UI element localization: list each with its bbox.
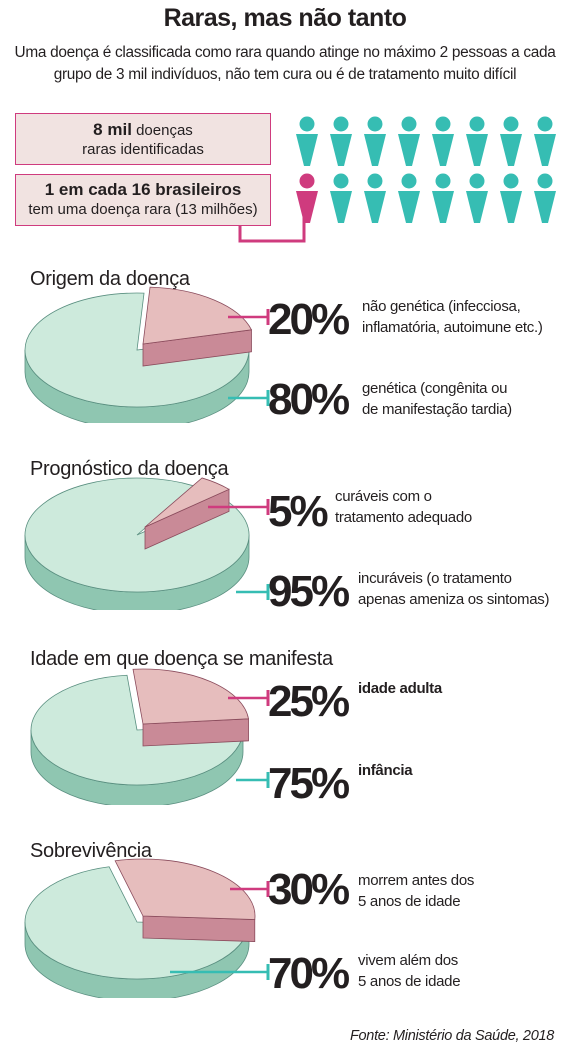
stat-box-diseases-text2: raras identificadas (82, 141, 204, 158)
people-pictogram (296, 116, 556, 223)
pie-chart-origem (24, 286, 270, 423)
percent-value-origem-minor: 20% (268, 295, 350, 344)
slice-label-origem-minor: não genética (infecciosa, inflamatória, a… (362, 296, 543, 338)
percent-value-idade-minor: 25% (268, 677, 350, 726)
slice-label-sobrevivencia-minor: morrem antes dos 5 anos de idade (358, 870, 474, 912)
percent-value-origem-major: 80% (268, 375, 350, 424)
leader-line-minor (208, 499, 270, 515)
person-icon (534, 116, 556, 166)
slice-label-line: genética (congênita ou (362, 380, 508, 397)
leader-line-major (236, 584, 270, 600)
person-icon (466, 116, 488, 166)
slice-label-sobrevivencia-major: vivem além dos 5 anos de idade (358, 950, 461, 992)
slice-label-line: 5 anos de idade (358, 973, 461, 990)
stat-box-brazilians-text2: tem uma doença rara (13 milhões) (28, 201, 258, 218)
pie-slice-idade-minor (132, 668, 250, 725)
slice-label-prognostico-minor: curáveis com o tratamento adequado (335, 486, 472, 528)
pie-slice-sobrevivencia-major (24, 866, 250, 980)
slice-label-line: vivem além dos (358, 952, 459, 969)
slice-label-line: apenas ameniza os sintomas) (358, 591, 550, 608)
slice-label-line: inflamatória, autoimune etc.) (362, 319, 543, 336)
person-icon (500, 173, 522, 223)
pie-slice-idade-major (30, 674, 244, 786)
slice-label-line: 5 anos de idade (358, 893, 461, 910)
slice-label-line: de manifestação tardia) (362, 401, 512, 418)
person-icon (432, 116, 454, 166)
person-icon (432, 173, 454, 223)
pie-slice-prognostico-major (24, 477, 250, 593)
stat-box-diseases-bold: 8 mil (93, 120, 132, 139)
person-icon (398, 116, 420, 166)
page-title: Raras, mas não tanto (163, 4, 407, 32)
pie-chart-prognostico (24, 477, 270, 610)
percent-value-idade-major: 75% (268, 759, 350, 808)
person-icon (500, 116, 522, 166)
leader-line-minor (228, 690, 270, 706)
pie-chart-idade (30, 668, 270, 805)
section-title-sobrevivencia: Sobrevivência (30, 840, 152, 862)
slice-label-idade-major: infância (358, 760, 413, 781)
person-icon (364, 116, 386, 166)
stat-box-diseases: 8 mil doenças raras identificadas (15, 113, 271, 165)
slice-label-line: curáveis com o (335, 488, 432, 505)
leader-line-minor (228, 309, 270, 325)
section-title-idade: Idade em que doença se manifesta (30, 648, 333, 670)
pie-slice-prognostico-minor (144, 477, 230, 528)
slice-label-line: incuráveis (o tratamento (358, 570, 512, 587)
leader-line-major (170, 964, 270, 980)
person-icon (364, 173, 386, 223)
section-title-prognostico: Prognóstico da doença (30, 458, 229, 480)
percent-value-prognostico-major: 95% (268, 567, 350, 616)
box-to-person-connector (238, 210, 306, 243)
percent-value-sobrevivencia-major: 70% (268, 949, 350, 998)
stat-box-brazilians-bold: 1 em cada 16 brasileiros (44, 180, 242, 199)
page-subtitle: Uma doença é classificada como rara quan… (14, 44, 556, 83)
person-icon (296, 116, 318, 166)
slice-label-line: não genética (infecciosa, (362, 298, 521, 315)
pie-chart-sobrevivencia (24, 858, 270, 998)
slice-label-line: tratamento adequado (335, 509, 472, 526)
pie-slice-sobrevivencia-minor (114, 858, 256, 920)
slice-label-line: infância (358, 762, 413, 779)
person-icon (296, 173, 318, 223)
pie-slice-side-sobrevivencia-minor (142, 915, 256, 942)
leader-line-minor (230, 881, 270, 897)
stat-box-diseases-text1: doenças (131, 122, 193, 139)
slice-label-idade-minor: idade adulta (358, 678, 442, 699)
person-icon (466, 173, 488, 223)
percent-value-prognostico-minor: 5% (268, 487, 329, 536)
leader-line-major (236, 772, 270, 788)
slice-label-origem-major: genética (congênita ou de manifestação ta… (362, 378, 512, 420)
slice-label-line: morrem antes dos (358, 872, 475, 889)
pie-slice-origem-major (24, 292, 250, 408)
person-icon (534, 173, 556, 223)
section-title-origem: Origem da doença (30, 268, 190, 290)
person-icon (398, 173, 420, 223)
pie-slice-origem-minor (142, 286, 253, 345)
slice-label-line: idade adulta (358, 680, 442, 697)
percent-value-sobrevivencia-minor: 30% (268, 865, 350, 914)
person-icon (330, 173, 352, 223)
leader-line-major (228, 390, 270, 406)
source-note: Fonte: Ministério da Saúde, 2018 (349, 1028, 554, 1044)
slice-label-prognostico-major: incuráveis (o tratamento apenas ameniza o… (358, 568, 549, 610)
person-icon (330, 116, 352, 166)
stat-box-brazilians: 1 em cada 16 brasileiros tem uma doença … (15, 174, 271, 226)
